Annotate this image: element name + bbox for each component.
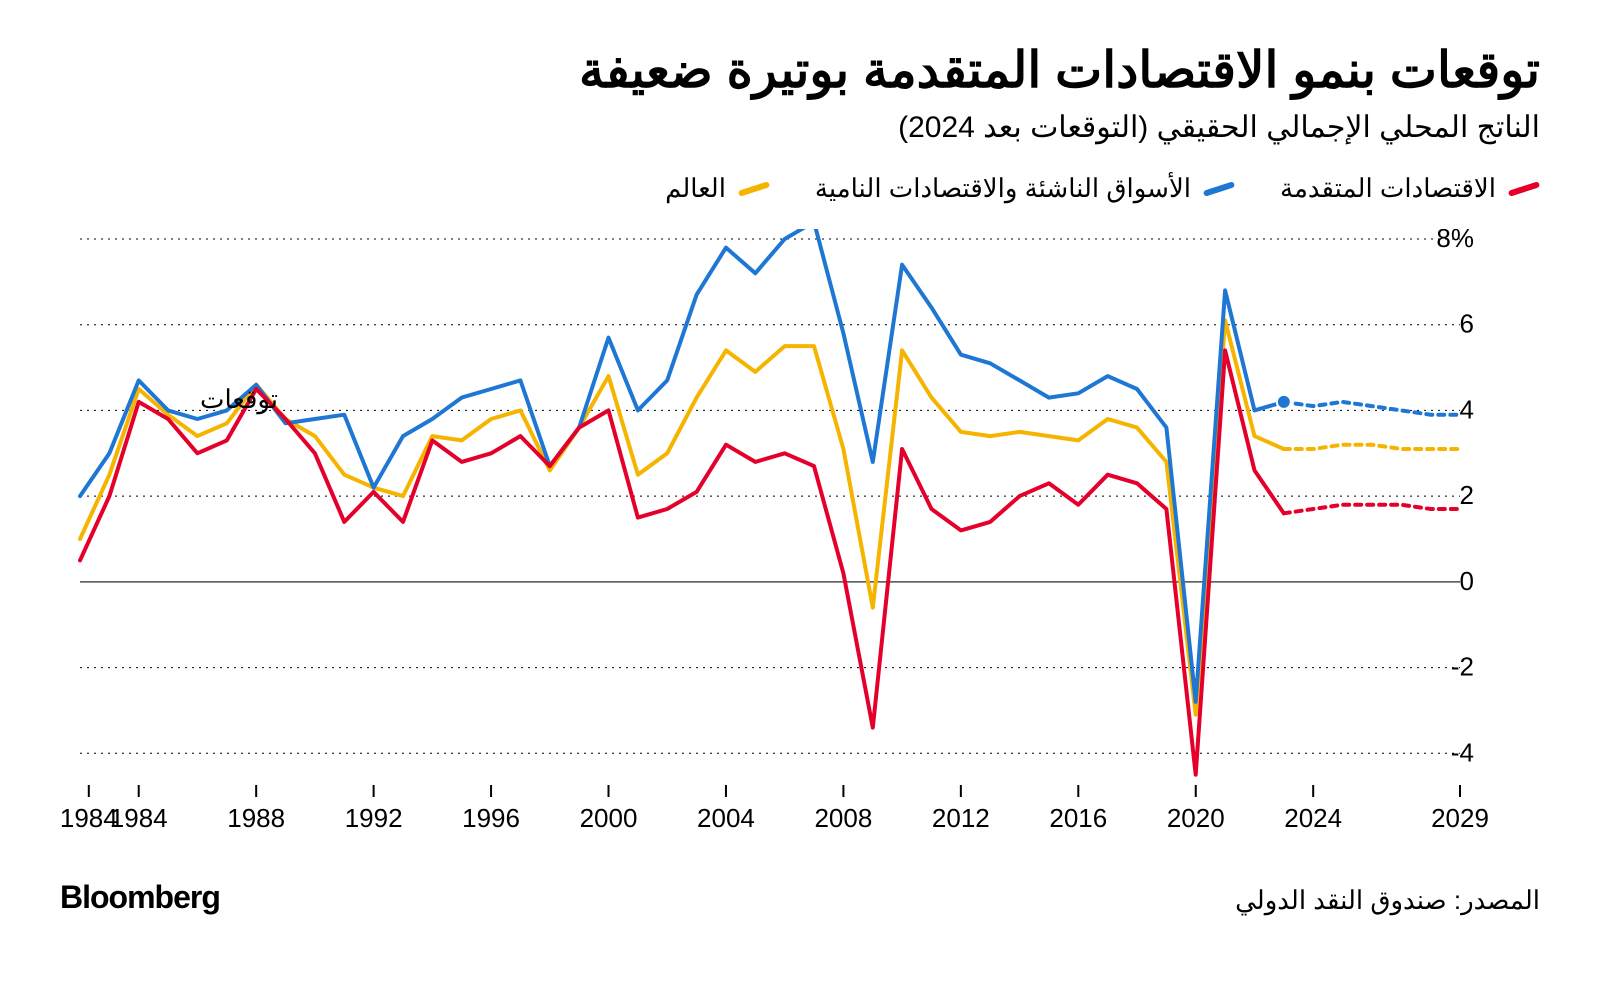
svg-text:0: 0 <box>1460 566 1474 596</box>
svg-text:4-: 4- <box>1451 737 1474 767</box>
svg-text:2004: 2004 <box>697 803 755 833</box>
chart-container: توقعات بنمو الاقتصادات المتقدمة بوتيرة ض… <box>0 0 1600 1006</box>
legend-item-emerging: الأسواق الناشئة والاقتصادات النامية <box>815 173 1235 204</box>
svg-text:1988: 1988 <box>227 803 285 833</box>
brand-logo: Bloomberg <box>60 879 220 916</box>
svg-text:1992: 1992 <box>345 803 403 833</box>
chart-subtitle: الناتج المحلي الإجمالي الحقيقي (التوقعات… <box>60 110 1540 145</box>
svg-text:2020: 2020 <box>1167 803 1225 833</box>
legend-swatch-advanced <box>1508 181 1540 197</box>
legend-label-world: العالم <box>665 173 726 204</box>
chart-plot-area: توقعات 4-2-02468%19841984198819921996200… <box>60 229 1540 849</box>
svg-text:6: 6 <box>1460 309 1474 339</box>
svg-text:2000: 2000 <box>580 803 638 833</box>
chart-title: توقعات بنمو الاقتصادات المتقدمة بوتيرة ض… <box>60 40 1540 100</box>
svg-text:2-: 2- <box>1451 652 1474 682</box>
svg-text:4: 4 <box>1460 394 1474 424</box>
svg-text:2016: 2016 <box>1049 803 1107 833</box>
svg-text:2024: 2024 <box>1284 803 1342 833</box>
svg-text:1996: 1996 <box>462 803 520 833</box>
line-chart-svg: 4-2-02468%198419841988199219962000200420… <box>60 229 1540 849</box>
forecast-annotation: توقعات <box>200 384 278 415</box>
svg-text:2008: 2008 <box>814 803 872 833</box>
svg-text:2012: 2012 <box>932 803 990 833</box>
legend-item-world: العالم <box>665 173 770 204</box>
legend-swatch-emerging <box>1203 181 1235 197</box>
legend-label-advanced: الاقتصادات المتقدمة <box>1280 173 1496 204</box>
svg-text:8%: 8% <box>1436 229 1474 253</box>
source-label: المصدر: صندوق النقد الدولي <box>1235 885 1540 916</box>
legend: الاقتصادات المتقدمة الأسواق الناشئة والا… <box>60 173 1540 204</box>
legend-label-emerging: الأسواق الناشئة والاقتصادات النامية <box>815 173 1191 204</box>
svg-text:1984: 1984 <box>110 803 168 833</box>
svg-text:2029: 2029 <box>1431 803 1489 833</box>
legend-swatch-world <box>738 181 770 197</box>
legend-item-advanced: الاقتصادات المتقدمة <box>1280 173 1540 204</box>
svg-text:2: 2 <box>1460 480 1474 510</box>
chart-footer: المصدر: صندوق النقد الدولي Bloomberg <box>60 879 1540 916</box>
